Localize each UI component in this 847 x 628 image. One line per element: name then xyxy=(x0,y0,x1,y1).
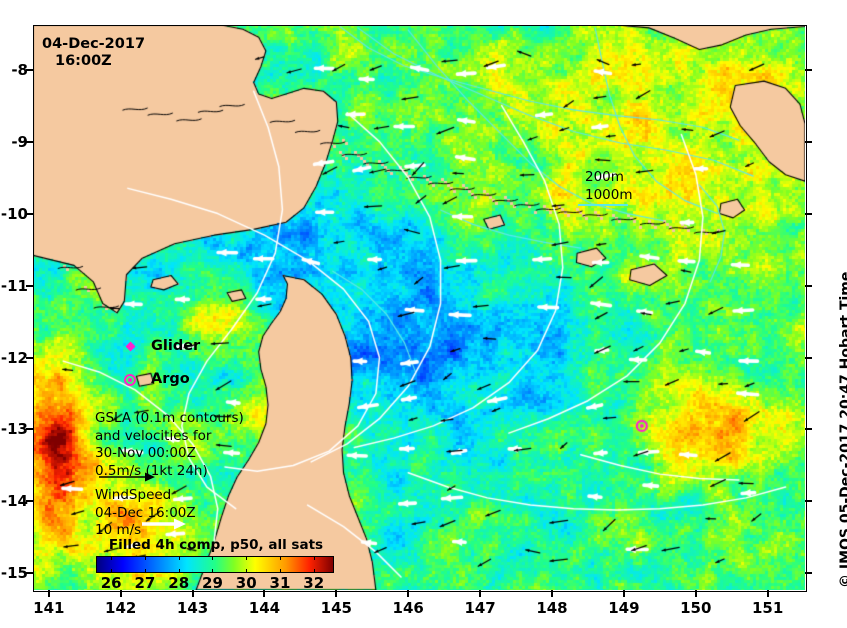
y-axis-tickmark xyxy=(805,572,812,575)
y-axis-tickmark xyxy=(26,68,33,71)
gsla-line-3: 30-Nov 00:00Z xyxy=(95,445,196,461)
y-axis-ticklabel: -15 xyxy=(0,564,28,583)
colorbar-ticklabel: 26 xyxy=(100,574,122,592)
gsla-line-4: 0.5m/s (1kt 24h) xyxy=(95,462,208,479)
y-axis-tickmark xyxy=(805,284,812,287)
x-axis-ticklabel: 147 xyxy=(464,599,496,617)
x-axis-ticklabel: 143 xyxy=(176,599,209,617)
x-axis-tickmark xyxy=(622,590,625,597)
colorbar-ticklabel: 32 xyxy=(303,574,325,592)
gsla-line-2: and velocities for xyxy=(95,427,212,444)
y-axis-tickmark xyxy=(805,356,812,359)
x-axis-ticklabel: 151 xyxy=(751,599,784,617)
x-axis-ticklabel: 144 xyxy=(248,599,281,617)
y-axis-ticklabel: -8 xyxy=(11,60,28,79)
windspeed-line-3: 10 m/s xyxy=(95,522,142,538)
colorbar-ticklabel: 29 xyxy=(202,574,223,592)
x-axis-tickmark xyxy=(335,590,338,597)
windspeed-line-1: WindSpeed xyxy=(95,487,172,503)
windspeed-scale-arrow-icon xyxy=(142,518,186,530)
datetime-stamp-time: 16:00Z xyxy=(55,53,112,69)
depth-contour-legend: 200m 1000m xyxy=(585,168,633,204)
colorbar-ticklabel: 30 xyxy=(235,574,257,592)
y-axis-ticklabel: -11 xyxy=(0,276,28,295)
y-axis-tickmark xyxy=(26,572,33,575)
depth-label-1000m: 1000m xyxy=(585,187,633,203)
x-axis-tickmark xyxy=(191,590,194,597)
depth-label-200m: 200m xyxy=(585,169,624,185)
y-axis-tickmark xyxy=(805,500,812,503)
colorbar-title: Filled 4h comp, p50, all sats xyxy=(108,537,324,553)
map-plot-area xyxy=(33,25,805,590)
colorbar-ticklabel: 28 xyxy=(168,574,190,592)
legend-label-argo: Argo xyxy=(151,371,190,387)
argo-marker-icon xyxy=(124,374,136,386)
x-axis-ticklabel: 142 xyxy=(105,599,137,617)
bathymetry-legend-line xyxy=(578,204,628,206)
datetime-stamp: 04-Dec-2017 16:00Z xyxy=(42,36,145,70)
x-axis-tickmark xyxy=(694,590,697,597)
y-axis-ticklabel: -12 xyxy=(0,348,28,367)
y-axis-tickmark xyxy=(805,68,812,71)
x-axis-ticklabel: 145 xyxy=(320,599,352,617)
x-axis-tickmark xyxy=(263,590,266,597)
credit-text: © IMOS 05-Dec-2017 20:47 Hobart Time xyxy=(838,271,847,588)
x-axis-tickmark xyxy=(479,590,482,597)
x-axis-ticklabel: 149 xyxy=(608,599,640,617)
colorbar-ticklabel: 27 xyxy=(134,574,156,592)
argo-marker-dot-icon xyxy=(128,378,132,382)
gsla-line-1: GSLA (0.1m contours) xyxy=(95,410,244,426)
windspeed-line-2: 04-Dec 16:00Z xyxy=(95,504,196,521)
y-axis-tickmark xyxy=(26,428,33,431)
colorbar-tickmarks xyxy=(96,556,334,573)
x-axis-ticklabel: 141 xyxy=(33,599,65,617)
legend-label-glider: Glider xyxy=(151,338,201,354)
y-axis-tickmark xyxy=(26,500,33,503)
y-axis-ticklabel: -13 xyxy=(0,420,28,439)
x-axis-ticklabel: 148 xyxy=(536,599,568,617)
x-axis-tickmark xyxy=(407,590,410,597)
y-axis-ticklabel: -9 xyxy=(11,132,28,151)
datetime-stamp-date: 04-Dec-2017 xyxy=(42,36,146,52)
gsla-annotation-block: GSLA (0.1m contours) and velocities for … xyxy=(95,410,244,480)
windspeed-annotation-block: WindSpeed 04-Dec 16:00Z 10 m/s xyxy=(95,487,196,540)
y-axis-tickmark xyxy=(805,140,812,143)
y-axis-tickmark xyxy=(805,428,812,431)
x-axis-tickmark xyxy=(766,590,769,597)
y-axis-tickmark xyxy=(26,212,33,215)
y-axis-tickmark xyxy=(26,140,33,143)
map-overlay-layer xyxy=(33,25,805,590)
y-axis-ticklabel: -14 xyxy=(0,492,28,511)
colorbar-gradient xyxy=(96,556,334,573)
y-axis-tickmark xyxy=(805,212,812,215)
x-axis-ticklabel: 146 xyxy=(392,599,424,617)
x-axis-ticklabel: 150 xyxy=(680,599,712,617)
y-axis-tickmark xyxy=(26,284,33,287)
gsla-scale-arrow-icon xyxy=(99,472,155,482)
x-axis-tickmark xyxy=(550,590,553,597)
colorbar-ticklabel: 31 xyxy=(269,574,291,592)
x-axis-tickmark xyxy=(119,590,122,597)
x-axis-tickmark xyxy=(47,590,50,597)
y-axis-tickmark xyxy=(26,356,33,359)
y-axis-ticklabel: -10 xyxy=(0,204,28,223)
